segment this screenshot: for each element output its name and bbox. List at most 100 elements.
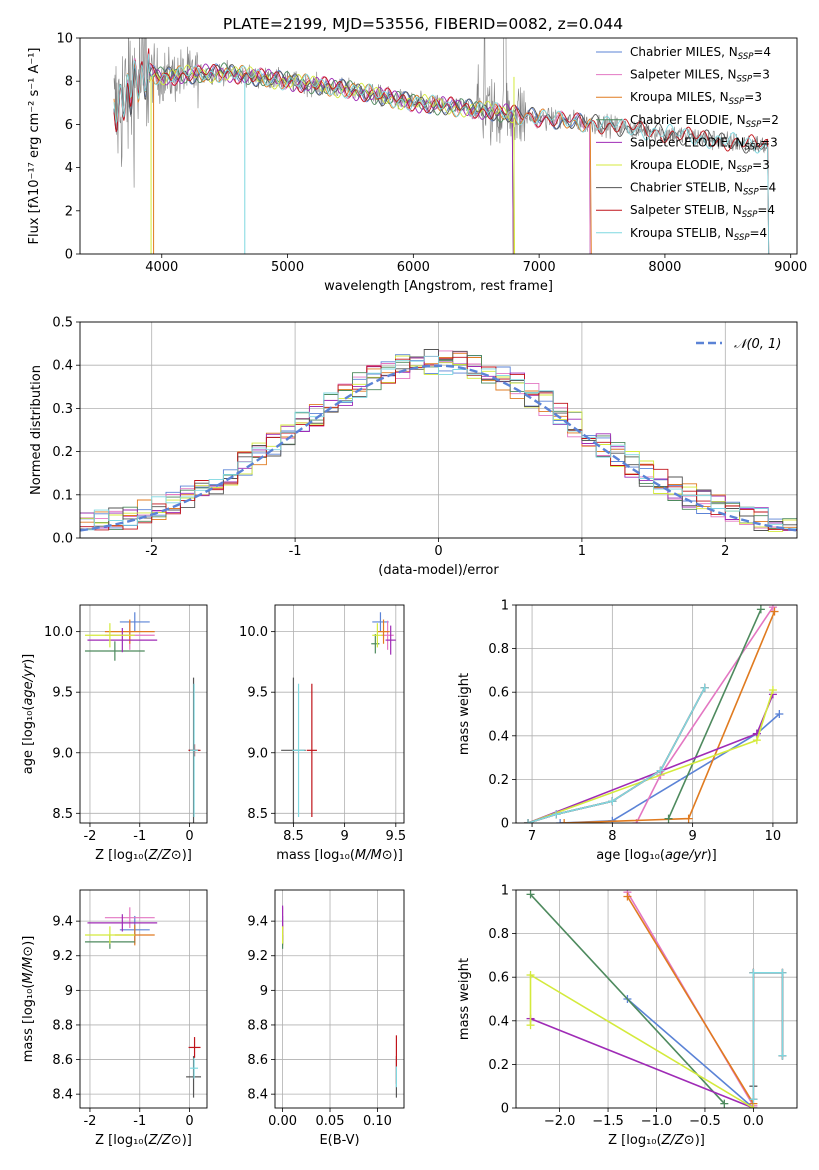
x-tick-label: 8000 [648,260,681,275]
mass_vs_Z-ylabel: mass [log₁₀(M/M⊙)] [21,936,36,1063]
mass_vs_Z-frame [79,889,208,1109]
x-tick-label: -1 [289,544,302,559]
label-part: Z [ [608,1133,626,1148]
label-part: mass [ [276,848,319,863]
legend-subscript: SSP [729,97,745,107]
legend-name: Salpeter STELIB, N [630,203,742,217]
mass-weight-marker [656,766,665,775]
y-tick-label: 8.5 [247,807,268,822]
mass-weight-marker [752,736,761,745]
errorbar-point-salpeter-elodie [385,625,396,655]
mass-weight-line-salpeter-miles [635,606,774,823]
label-part: )] [182,848,192,863]
y-tick-label: 10.0 [44,625,73,640]
y-tick-label: 0.2 [488,1058,509,1073]
mass-weight-marker [524,819,533,823]
mass-weight-line-chabrier-miles [626,998,754,1108]
massweight_vs_Z-marks [526,890,787,1108]
mass-weight-marker [749,1104,758,1108]
legend-name: Kroupa STELIB, N [630,226,734,240]
spectrum-frame [79,37,798,255]
model-line-chabrier-elodie [148,62,514,254]
label-part: ( [144,1133,149,1148]
mass-weight-marker [526,1021,535,1030]
mass-weight-marker [556,819,565,823]
mass-weight-marker [560,819,569,823]
label-part: Z/Z⊙ [148,1133,182,1148]
label-part: ( [657,1133,662,1148]
x-tick-label: 7000 [523,260,556,275]
mass-weight-line-chabrier-miles [560,713,780,823]
x-tick-label: 9 [688,829,696,844]
age_vs_mass-xlabel: mass [log₁₀(M/M⊙)] [276,848,403,863]
y-tick-label: 8 [65,75,73,90]
mass_vs_EBV-panel: 0.00 0.05 0.10 8.4 8.6 8.8 9 9.2 9.4 E(B-V) [247,889,405,1148]
y-tick-label: 8.4 [52,1088,73,1103]
x-tick-label: 6000 [397,260,430,275]
mass-weight-marker [749,968,758,977]
label-part: age [ [596,848,629,863]
mass-weight-marker [526,890,535,899]
age_vs_mass-panel: 8.5 9 9.5 8.5 9.0 9.5 10.0 mass [log₁₀(M/M⊙)] [239,604,406,863]
y-tick-label: 0 [501,817,509,832]
x-tick-label: 0 [434,544,442,559]
legend-name: Chabrier ELODIE, N [630,113,746,127]
age_vs_Z-marks [84,612,201,823]
errorbar-point-chabrier-miles [372,612,389,632]
model-line-chabrier-stelib [113,58,770,254]
label-part: ( [144,848,149,863]
legend-name: Kroupa MILES, N [630,90,729,104]
legend-label: Chabrier ELODIE, NSSP=2 [630,113,779,130]
legend-subscript: SSP [734,233,750,243]
age_vs_mass-marks [281,612,396,823]
mass-weight-line-salpeter-stelib [527,687,706,823]
model-line-salpeter-miles [113,48,591,254]
y-tick-label: 0.0 [52,532,73,547]
x-tick-label: 0.0 [743,1114,764,1129]
mass-weight-marker [664,814,673,823]
age_vs_Z-frame [79,604,208,824]
legend-subscript: SSP [744,142,760,152]
legend-subscript: SSP [737,165,753,175]
x-tick-label: 9000 [774,260,807,275]
y-tick-label: 8.5 [52,807,73,822]
label-part: Z [ [95,848,113,863]
y-tick-label: 0.6 [488,971,509,986]
x-tick-label: -2 [83,1114,96,1129]
mass-weight-marker [770,607,779,616]
legend-name: Chabrier STELIB, N [630,181,743,195]
y-tick-label: 9 [65,984,73,999]
label-part: (data-model)/error [378,563,499,578]
mass-weight-marker [749,1095,758,1104]
y-tick-label: 0.8 [488,927,509,942]
massweight_vs_age-xlabel: age [log₁₀(age/yr)] [596,848,717,863]
y-tick-label: 0.5 [52,316,73,331]
label-part: age [ [21,741,36,774]
label-part: )] [695,1133,705,1148]
label-part: log₁₀ [21,989,36,1019]
y-tick-label: 9.2 [52,949,73,964]
errorbar-point-chabrier-elodie [84,641,145,661]
mass-weight-line-kroupa-stelib [527,687,706,823]
errorbar-point-chabrier-miles [119,612,150,632]
errorbar-point-kroupa-miles [377,619,390,644]
legend-count: =4 [753,45,771,59]
y-tick-label: 1 [501,599,509,614]
label-part: )] [21,654,36,664]
legend-subscript: SSP [743,188,759,198]
y-tick-label: 0.2 [488,773,509,788]
massweight_vs_age-marks [524,605,784,823]
x-tick-label: 9.5 [385,829,406,844]
y-tick-label: 8.6 [52,1053,73,1068]
label-part: M/M⊙ [21,946,36,984]
y-tick-label: 2 [65,204,73,219]
x-tick-label: 0.05 [316,1114,345,1129]
histogram-chabrier-stelib [80,349,797,531]
model-line-kroupa-miles [113,55,592,254]
y-tick-label: 10.0 [239,625,268,640]
label-part: mass [ [21,1019,36,1062]
y-tick-label: 9.0 [247,746,268,761]
label-part: log₁₀ [21,711,36,741]
mass-weight-line-kroupa-elodie [529,973,754,1108]
